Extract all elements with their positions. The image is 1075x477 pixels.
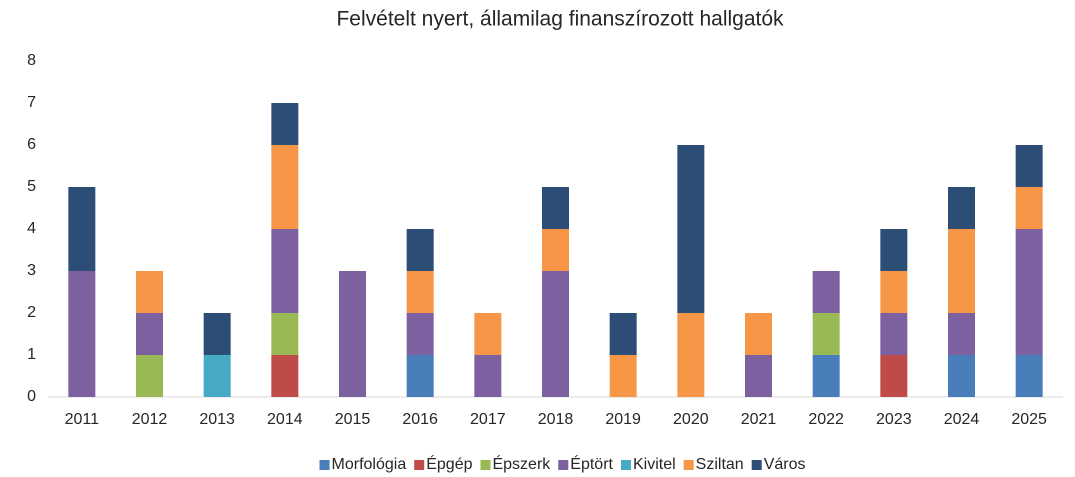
bar-segment xyxy=(474,355,502,397)
bar-segment xyxy=(948,313,975,355)
bar-segment xyxy=(542,271,569,397)
legend-swatch xyxy=(620,460,631,470)
bar-segment xyxy=(136,355,163,397)
bar-segment xyxy=(474,313,502,355)
y-tick-label: 3 xyxy=(27,262,36,279)
legend-label: Épgép xyxy=(426,454,472,473)
y-tick-label: 7 xyxy=(27,94,36,111)
bar-segment xyxy=(271,103,299,145)
bar-segment xyxy=(406,271,434,313)
x-tick-label: 2015 xyxy=(335,411,371,428)
x-tick-label: 2012 xyxy=(132,411,168,428)
bar-segment xyxy=(745,355,772,397)
bar-segment xyxy=(948,187,975,229)
bar-segment xyxy=(1015,229,1043,355)
y-tick-label: 5 xyxy=(27,178,36,195)
bar-segment xyxy=(880,229,908,271)
legend-label: Morfológia xyxy=(332,456,407,473)
legend-label: Város xyxy=(764,456,806,473)
bar-segment xyxy=(1015,355,1043,397)
x-tick-label: 2021 xyxy=(741,411,777,428)
bar-segment xyxy=(812,313,840,355)
bar-segment xyxy=(880,313,908,355)
bar-segment xyxy=(880,355,908,397)
y-tick-label: 1 xyxy=(27,346,36,363)
bar-segment xyxy=(880,271,908,313)
bar-segment xyxy=(68,271,96,397)
x-tick-label: 2016 xyxy=(402,411,438,428)
legend-label: Kivitel xyxy=(633,456,676,473)
bar-segment xyxy=(271,313,299,355)
x-tick-label: 2022 xyxy=(808,411,844,428)
bar-segment xyxy=(271,145,299,229)
bar-segment xyxy=(406,229,434,271)
x-tick-label: 2019 xyxy=(605,411,641,428)
y-tick-label: 8 xyxy=(27,52,36,69)
x-tick-label: 2013 xyxy=(199,411,235,428)
legend-label: Éptört xyxy=(570,454,613,473)
legend-label: Épszerk xyxy=(492,454,551,473)
bar-segment xyxy=(1015,187,1043,229)
bar-segment xyxy=(203,355,231,397)
bar-segment xyxy=(339,271,366,397)
bar-segment xyxy=(136,313,163,355)
bar-segment xyxy=(812,355,840,397)
bar-segment xyxy=(948,355,975,397)
y-tick-label: 2 xyxy=(27,304,36,321)
legend-swatch xyxy=(558,460,569,470)
bar-segment xyxy=(609,313,637,355)
bar-segment xyxy=(609,355,637,397)
legend-swatch xyxy=(480,460,491,470)
bar-segment xyxy=(677,313,705,397)
x-tick-label: 2011 xyxy=(65,411,100,428)
bar-segment xyxy=(406,355,434,397)
bar-segment xyxy=(1015,145,1043,187)
x-tick-label: 2025 xyxy=(1011,411,1047,428)
bar-segment xyxy=(406,313,434,355)
bar-segment xyxy=(136,271,163,313)
bar-segment xyxy=(677,145,705,313)
x-tick-label: 2018 xyxy=(538,411,574,428)
x-tick-label: 2017 xyxy=(470,411,506,428)
bar-segment xyxy=(542,187,569,229)
chart-title: Felvételt nyert, államilag finanszírozot… xyxy=(336,8,784,31)
y-tick-label: 4 xyxy=(27,220,36,237)
legend-swatch xyxy=(319,460,330,470)
bar-segment xyxy=(948,229,975,313)
legend-label: Sziltan xyxy=(696,456,744,473)
x-tick-label: 2023 xyxy=(876,411,912,428)
bar-segment xyxy=(68,187,96,271)
x-tick-label: 2014 xyxy=(267,411,303,428)
bar-segment xyxy=(542,229,569,271)
legend-swatch xyxy=(414,460,425,470)
bar-segment xyxy=(812,271,840,313)
bar-segment xyxy=(745,313,772,355)
x-tick-label: 2020 xyxy=(673,411,709,428)
legend-swatch xyxy=(683,460,694,470)
bar-segment xyxy=(203,313,231,355)
x-tick-label: 2024 xyxy=(944,411,980,428)
y-tick-label: 6 xyxy=(27,136,36,153)
bar-segment xyxy=(271,229,299,313)
y-tick-label: 0 xyxy=(27,388,36,405)
bar-segment xyxy=(271,355,299,397)
legend-swatch xyxy=(751,460,762,470)
